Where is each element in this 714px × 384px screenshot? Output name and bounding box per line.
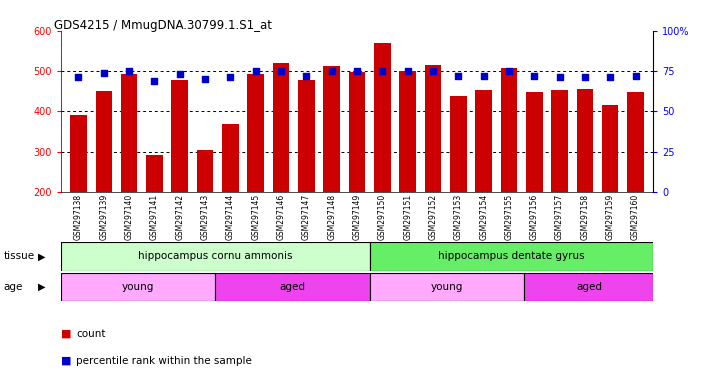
Point — [376, 68, 388, 74]
Bar — [96, 91, 112, 192]
Point — [276, 68, 287, 74]
Text: ■: ■ — [61, 356, 71, 366]
Bar — [501, 68, 517, 192]
Point — [301, 73, 312, 79]
Bar — [171, 80, 188, 192]
Text: young: young — [431, 282, 463, 292]
Bar — [370, 273, 525, 301]
Point — [579, 74, 590, 81]
Point — [250, 68, 261, 74]
Point — [528, 73, 540, 79]
Point — [199, 76, 211, 82]
Point — [174, 71, 186, 77]
Bar — [450, 96, 466, 192]
Bar — [61, 273, 216, 301]
Text: aged: aged — [576, 282, 602, 292]
Bar — [121, 74, 137, 192]
Point — [427, 68, 438, 74]
Bar — [273, 63, 289, 192]
Text: ▶: ▶ — [38, 282, 46, 292]
Bar — [399, 71, 416, 192]
Point — [124, 68, 135, 74]
Bar — [526, 92, 543, 192]
Bar — [70, 115, 86, 192]
Point — [225, 74, 236, 81]
Text: hippocampus dentate gyrus: hippocampus dentate gyrus — [438, 251, 585, 262]
Bar — [525, 273, 653, 301]
Bar — [298, 80, 315, 192]
Text: young: young — [122, 282, 154, 292]
Bar — [323, 66, 340, 192]
Point — [402, 68, 413, 74]
Bar — [476, 90, 492, 192]
Text: GDS4215 / MmugDNA.30799.1.S1_at: GDS4215 / MmugDNA.30799.1.S1_at — [54, 19, 271, 32]
Point — [98, 70, 109, 76]
Bar — [197, 150, 213, 192]
Bar — [222, 124, 238, 192]
Text: age: age — [4, 282, 23, 292]
Bar — [146, 154, 163, 192]
Bar — [577, 89, 593, 192]
Point — [630, 73, 641, 79]
Text: aged: aged — [280, 282, 306, 292]
Point — [478, 73, 489, 79]
Bar — [348, 72, 366, 192]
Text: count: count — [76, 329, 106, 339]
Point — [605, 74, 616, 81]
Bar — [61, 242, 370, 271]
Text: ■: ■ — [61, 329, 71, 339]
Point — [503, 68, 515, 74]
Text: ▶: ▶ — [38, 251, 46, 262]
Bar — [551, 90, 568, 192]
Point — [73, 74, 84, 81]
Text: percentile rank within the sample: percentile rank within the sample — [76, 356, 252, 366]
Bar — [248, 74, 264, 192]
Point — [351, 68, 363, 74]
Bar — [602, 105, 618, 192]
Bar — [216, 273, 370, 301]
Bar — [628, 92, 644, 192]
Point — [326, 68, 338, 74]
Bar — [370, 242, 653, 271]
Text: tissue: tissue — [4, 251, 35, 262]
Point — [453, 73, 464, 79]
Point — [554, 74, 565, 81]
Text: hippocampus cornu ammonis: hippocampus cornu ammonis — [138, 251, 293, 262]
Point — [149, 78, 160, 84]
Bar — [425, 65, 441, 192]
Bar — [374, 43, 391, 192]
